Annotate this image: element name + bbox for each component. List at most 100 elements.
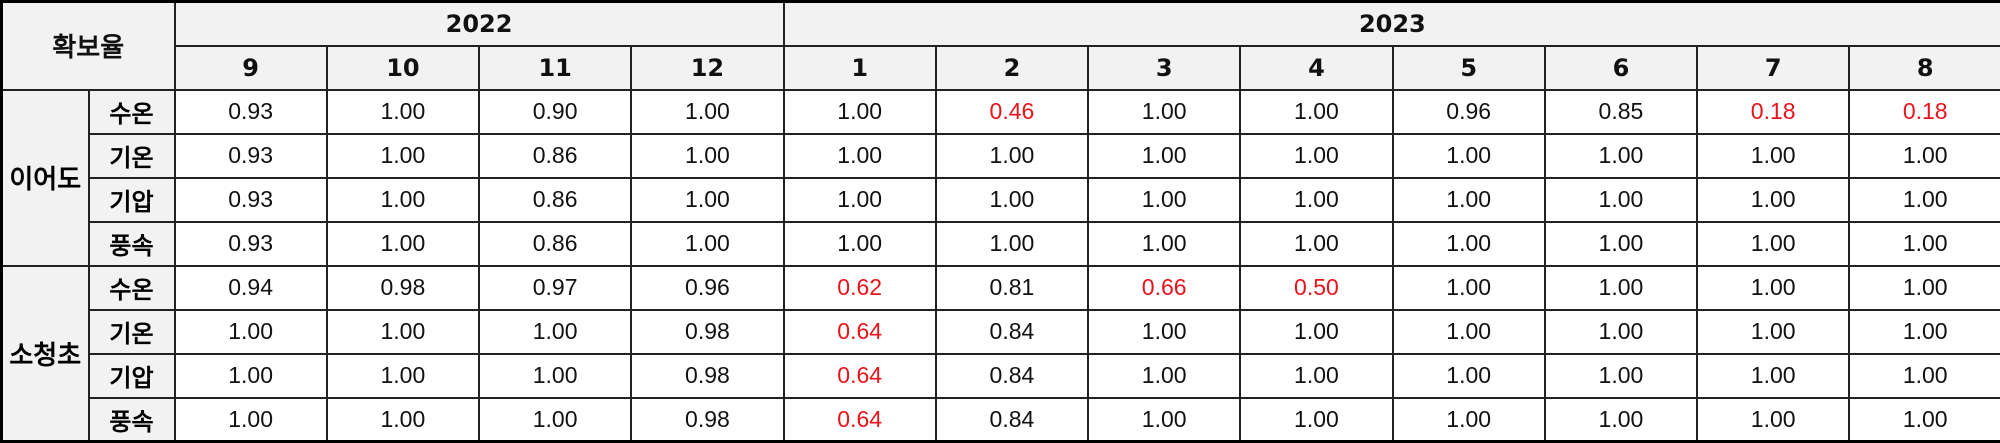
month-header: 7	[1697, 46, 1849, 90]
value-cell: 1.00	[936, 222, 1088, 266]
value-cell: 1.00	[1545, 134, 1697, 178]
value-cell: 0.84	[936, 354, 1088, 398]
value-cell: 1.00	[1088, 354, 1240, 398]
value-cell: 1.00	[631, 90, 783, 134]
value-cell: 1.00	[1849, 310, 2000, 354]
value-cell: 1.00	[1088, 134, 1240, 178]
value-cell: 1.00	[1393, 398, 1545, 442]
value-cell: 1.00	[1545, 398, 1697, 442]
value-cell: 0.46	[936, 90, 1088, 134]
value-cell: 1.00	[1240, 178, 1392, 222]
value-cell: 0.18	[1697, 90, 1849, 134]
value-cell: 1.00	[175, 354, 327, 398]
value-cell: 1.00	[1849, 266, 2000, 310]
value-cell: 0.93	[175, 134, 327, 178]
value-cell: 0.98	[327, 266, 479, 310]
value-cell: 1.00	[936, 178, 1088, 222]
month-header: 6	[1545, 46, 1697, 90]
value-cell: 0.98	[631, 354, 783, 398]
value-cell: 1.00	[1545, 178, 1697, 222]
value-cell: 1.00	[1849, 134, 2000, 178]
value-cell: 1.00	[1088, 222, 1240, 266]
year-header: 2022	[175, 2, 784, 46]
value-cell: 0.62	[784, 266, 936, 310]
value-cell: 1.00	[631, 178, 783, 222]
value-cell: 1.00	[1240, 90, 1392, 134]
value-cell: 0.93	[175, 222, 327, 266]
value-cell: 0.90	[479, 90, 631, 134]
value-cell: 0.86	[479, 222, 631, 266]
value-cell: 1.00	[479, 310, 631, 354]
value-cell: 1.00	[1240, 398, 1392, 442]
value-cell: 0.81	[936, 266, 1088, 310]
value-cell: 1.00	[1545, 354, 1697, 398]
value-cell: 1.00	[1697, 354, 1849, 398]
value-cell: 1.00	[1240, 310, 1392, 354]
variable-label: 풍속	[89, 222, 175, 266]
value-cell: 0.94	[175, 266, 327, 310]
value-cell: 1.00	[327, 222, 479, 266]
value-cell: 0.98	[631, 398, 783, 442]
month-header: 4	[1240, 46, 1392, 90]
station-label: 이어도	[2, 90, 89, 266]
year-header: 2023	[784, 2, 2000, 46]
value-cell: 1.00	[479, 354, 631, 398]
variable-label: 수온	[89, 90, 175, 134]
value-cell: 1.00	[327, 90, 479, 134]
month-header: 12	[631, 46, 783, 90]
value-cell: 1.00	[1697, 266, 1849, 310]
value-cell: 1.00	[1088, 90, 1240, 134]
value-cell: 1.00	[1545, 222, 1697, 266]
variable-label: 풍속	[89, 398, 175, 442]
month-header: 11	[479, 46, 631, 90]
value-cell: 1.00	[1393, 134, 1545, 178]
month-header: 5	[1393, 46, 1545, 90]
value-cell: 0.18	[1849, 90, 2000, 134]
value-cell: 1.00	[1697, 134, 1849, 178]
value-cell: 1.00	[479, 398, 631, 442]
value-cell: 0.50	[1240, 266, 1392, 310]
value-cell: 0.93	[175, 90, 327, 134]
value-cell: 0.96	[631, 266, 783, 310]
value-cell: 1.00	[1240, 134, 1392, 178]
value-cell: 1.00	[1697, 178, 1849, 222]
value-cell: 1.00	[1393, 266, 1545, 310]
value-cell: 1.00	[936, 134, 1088, 178]
value-cell: 0.86	[479, 134, 631, 178]
month-header: 2	[936, 46, 1088, 90]
variable-label: 기온	[89, 134, 175, 178]
value-cell: 1.00	[1849, 398, 2000, 442]
value-cell: 0.66	[1088, 266, 1240, 310]
month-header: 3	[1088, 46, 1240, 90]
value-cell: 1.00	[327, 178, 479, 222]
value-cell: 1.00	[1088, 310, 1240, 354]
value-cell: 1.00	[1393, 222, 1545, 266]
value-cell: 1.00	[1393, 354, 1545, 398]
value-cell: 0.85	[1545, 90, 1697, 134]
value-cell: 0.97	[479, 266, 631, 310]
value-cell: 1.00	[1697, 310, 1849, 354]
value-cell: 1.00	[1697, 398, 1849, 442]
month-header: 9	[175, 46, 327, 90]
variable-label: 수온	[89, 266, 175, 310]
value-cell: 1.00	[327, 134, 479, 178]
value-cell: 1.00	[784, 178, 936, 222]
value-cell: 0.64	[784, 354, 936, 398]
value-cell: 1.00	[327, 354, 479, 398]
month-header: 8	[1849, 46, 2000, 90]
value-cell: 1.00	[1393, 310, 1545, 354]
value-cell: 1.00	[175, 310, 327, 354]
value-cell: 0.84	[936, 310, 1088, 354]
value-cell: 0.98	[631, 310, 783, 354]
value-cell: 1.00	[1240, 222, 1392, 266]
variable-label: 기압	[89, 354, 175, 398]
variable-label: 기압	[89, 178, 175, 222]
